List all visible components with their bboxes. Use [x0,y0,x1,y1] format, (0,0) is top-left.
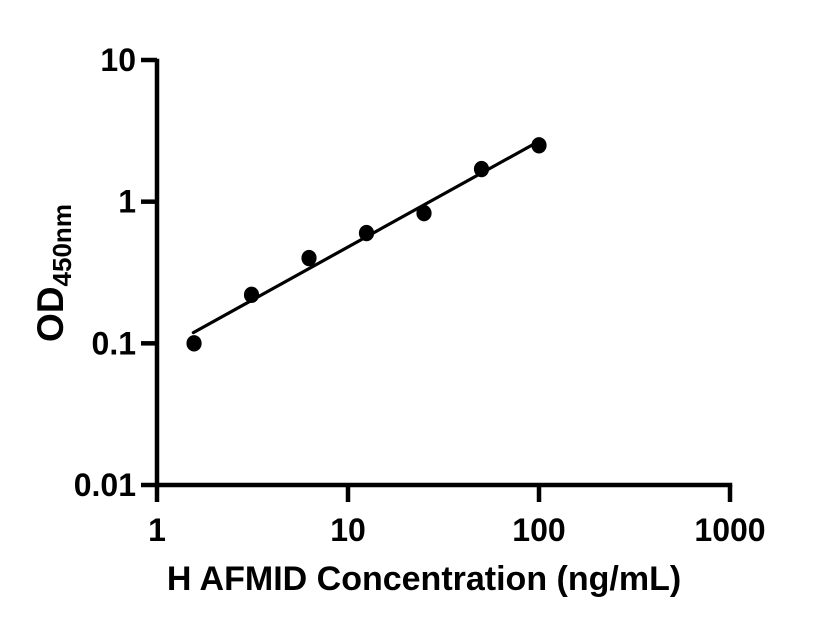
x-tick-label: 100 [512,512,565,548]
x-tick-label: 1 [148,512,166,548]
x-axis-title: H AFMID Concentration (ng/mL) [166,560,682,598]
data-point [301,249,317,267]
x-tick-label: 1000 [694,512,765,548]
y-tick-label: 1 [118,184,136,220]
data-point [531,137,547,154]
data-point [473,160,490,178]
y-tick-label: 0.1 [92,325,136,361]
y-tick-label: 10 [100,42,136,78]
y-axis-title-main: OD [30,286,71,342]
y-tick-label: 0.01 [74,467,136,503]
y-axis-title-subscript: 450nm [47,204,77,287]
data-point [243,286,260,304]
x-tick-label: 10 [330,512,366,548]
data-point [358,224,375,242]
data-point [416,204,432,222]
y-axis-title: OD450nm [30,204,78,342]
data-point [186,335,202,352]
